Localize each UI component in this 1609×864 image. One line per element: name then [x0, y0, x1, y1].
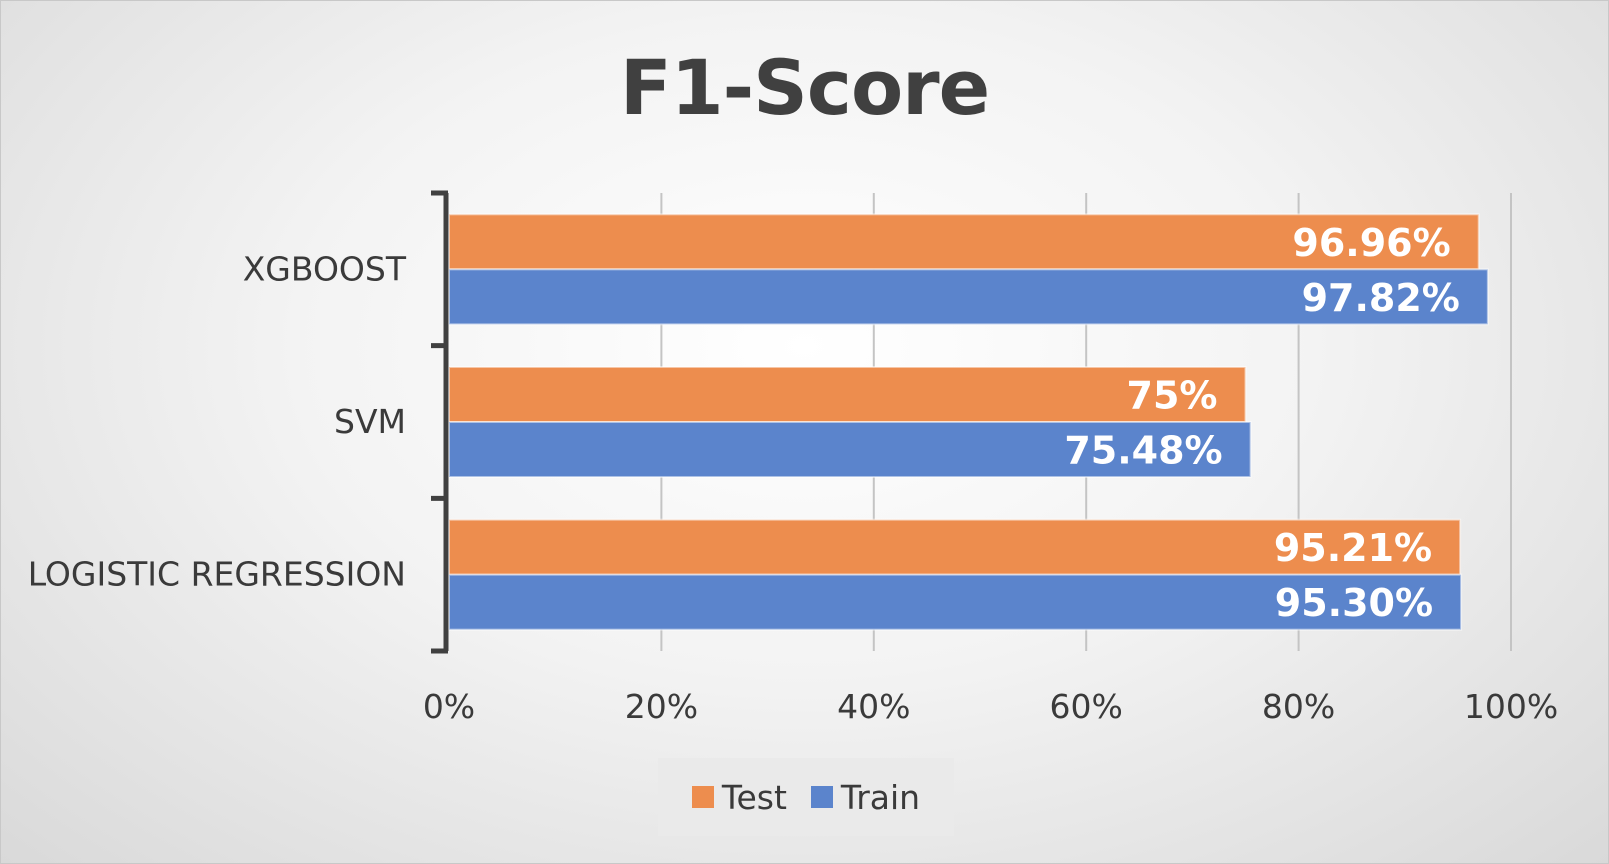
labels: 0% 20% 40% 60% 80% 100% 96.96% 97.82% XGBOOST 75%…: [28, 221, 1558, 726]
y-axis: [431, 190, 449, 654]
category-label: SVM: [334, 402, 406, 441]
data-label: 95.21%: [1274, 526, 1432, 570]
chart-title: F1-Score: [619, 43, 990, 132]
bar-train: [448, 268, 1489, 326]
x-tick-label: 60%: [1050, 687, 1123, 726]
x-tick-label: 0%: [423, 687, 475, 726]
bar-test: [448, 518, 1462, 576]
category-label: LOGISTIC REGRESSION: [28, 555, 406, 594]
legend-item-test: Test: [691, 777, 787, 817]
bar-test: [448, 366, 1247, 423]
x-tick-label: 20%: [625, 687, 698, 726]
legend-swatch-train: [810, 786, 833, 808]
legend: Test Train: [658, 758, 954, 836]
data-label: 96.96%: [1292, 221, 1450, 265]
bar-test: [448, 213, 1480, 271]
legend-swatch-test: [691, 786, 714, 808]
x-tick-label: 80%: [1262, 687, 1335, 726]
legend-label-train: Train: [840, 777, 921, 817]
bars: [448, 213, 1489, 631]
x-tick-label: 40%: [837, 687, 910, 726]
data-label: 75.48%: [1064, 429, 1222, 473]
bar-train: [448, 421, 1252, 478]
x-tick-label: 100%: [1464, 687, 1558, 726]
data-label: 95.30%: [1275, 581, 1433, 625]
bar-train: [448, 573, 1463, 631]
data-label: 75%: [1127, 374, 1218, 418]
category-label: XGBOOST: [243, 249, 407, 288]
legend-label-test: Test: [721, 777, 787, 817]
legend-item-train: Train: [810, 777, 921, 817]
data-label: 97.82%: [1302, 276, 1460, 320]
